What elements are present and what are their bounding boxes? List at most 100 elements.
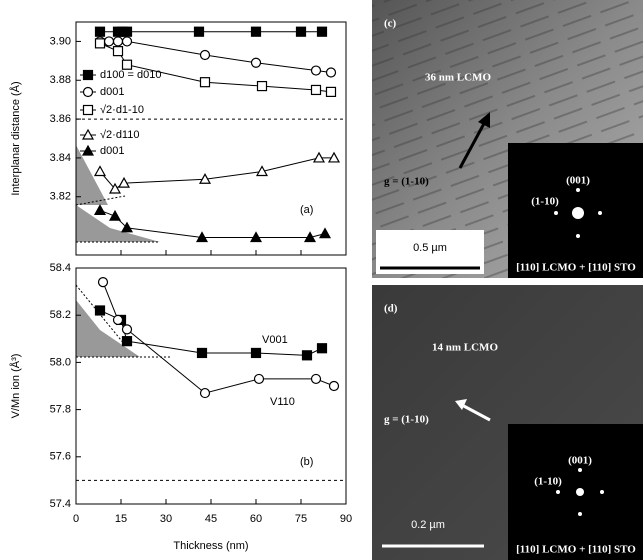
y-tick-label: 3.86	[50, 113, 71, 125]
spot	[576, 234, 580, 238]
marker	[310, 65, 322, 76]
y-tick-label: 3.88	[50, 74, 71, 86]
marker	[250, 26, 262, 37]
series-line	[99, 310, 323, 356]
marker	[94, 26, 106, 37]
spot	[578, 512, 582, 516]
series-line	[99, 157, 334, 190]
fit-line	[75, 195, 126, 206]
marker	[112, 314, 124, 326]
marker	[199, 77, 211, 88]
marker	[196, 347, 208, 359]
legend-marker	[82, 69, 94, 81]
x-tick-label: 75	[295, 513, 307, 525]
y-tick-label: 58.2	[50, 309, 71, 321]
marker	[117, 176, 131, 188]
series-line	[102, 281, 335, 394]
x-tick-label: 15	[115, 513, 127, 525]
marker	[97, 277, 109, 288]
legend-label: d100 = d010	[100, 69, 161, 81]
y-tick-label: 58.4	[50, 262, 71, 274]
scale-label: 0.5 µm	[413, 242, 447, 254]
marker	[121, 324, 133, 335]
spot	[576, 488, 584, 496]
legend-marker	[81, 128, 95, 140]
y-tick-label: 3.84	[50, 152, 71, 164]
marker	[199, 387, 211, 399]
spot-label: (001)	[568, 455, 592, 467]
marker	[303, 231, 317, 243]
series-line	[99, 209, 326, 239]
marker	[120, 221, 134, 233]
marker	[325, 86, 337, 98]
spot-label: (001)	[566, 175, 590, 187]
y-tick-label: 57.6	[50, 451, 71, 463]
marker	[121, 59, 133, 70]
marker	[112, 46, 124, 57]
y-tick-label: 57.8	[50, 404, 71, 416]
y-axis-label: V/Mn ion (Å³)	[9, 354, 22, 419]
marker	[316, 343, 328, 354]
panel-c: (c) 36 nm LCMO g = (1-10) (001) (1-10) […	[372, 0, 643, 278]
zone-label: [110] LCMO + [110] STO	[516, 262, 636, 274]
y-tick-label: 57.4	[50, 498, 71, 510]
marker	[195, 231, 209, 243]
marker	[93, 204, 107, 215]
series-label: V001	[262, 334, 288, 346]
g-arrow	[459, 402, 491, 422]
y-tick-label: 58.0	[50, 356, 71, 368]
spot-label: (1-10)	[534, 476, 562, 488]
marker	[121, 336, 133, 347]
legend-label: d001	[100, 145, 124, 157]
spot	[554, 211, 558, 215]
arrow-head	[455, 399, 467, 410]
arrow-head	[478, 112, 490, 128]
spot	[556, 490, 560, 494]
legend-label: d001	[100, 86, 124, 98]
marker	[94, 305, 106, 316]
sample-label: 14 nm LCMO	[432, 342, 498, 354]
y-tick-label: 3.90	[50, 35, 71, 47]
marker	[318, 227, 332, 239]
marker	[193, 26, 205, 37]
spot	[578, 468, 582, 472]
marker	[108, 209, 122, 221]
marker	[250, 57, 262, 68]
marker	[199, 49, 211, 61]
shade	[76, 205, 160, 242]
legend-label: √2·d1-10	[100, 104, 144, 116]
marker	[328, 380, 340, 392]
marker	[121, 26, 133, 37]
series-label: V110	[270, 396, 295, 408]
marker	[256, 80, 268, 92]
spot	[600, 490, 604, 494]
marker	[198, 173, 212, 184]
panel-label: (d)	[384, 303, 398, 315]
marker	[255, 165, 269, 177]
x-tick-label: 45	[205, 513, 217, 525]
x-axis-label: Thickness (nm)	[173, 540, 248, 552]
series-line	[100, 40, 332, 73]
x-tick-label: 60	[250, 513, 262, 525]
spot-label: (1-10)	[531, 196, 559, 208]
g-vector: g = (1-10)	[384, 176, 429, 188]
marker	[249, 231, 263, 243]
marker	[93, 165, 107, 177]
shade	[76, 300, 140, 357]
zone-label: [110] LCMO + [110] STO	[516, 544, 636, 556]
spot	[598, 211, 602, 215]
marker	[94, 38, 106, 49]
x-tick-label: 90	[340, 513, 352, 525]
marker	[108, 182, 122, 194]
spot	[572, 207, 584, 219]
panel-label: (c)	[384, 18, 397, 30]
marker	[312, 151, 326, 163]
marker	[316, 26, 328, 37]
legend-marker	[82, 104, 94, 116]
scale-label: 0.2 µm	[411, 519, 445, 531]
legend-marker	[82, 86, 94, 98]
marker	[325, 67, 337, 78]
shade	[76, 145, 108, 205]
marker	[112, 36, 124, 47]
